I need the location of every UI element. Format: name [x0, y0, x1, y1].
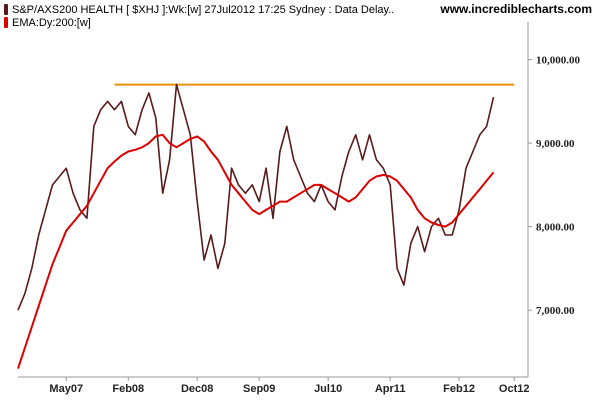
ema-swatch-icon [4, 17, 8, 28]
price-line [17, 83, 495, 311]
y-tick-label: 10,000.00 [536, 55, 581, 67]
x-tick-label: Dec08 [181, 383, 213, 395]
y-tick-label: 7,000.00 [536, 305, 575, 317]
price-series-label: S&P/AXS200 HEALTH [ $XHJ ]:Wk:[w] 27Jul2… [12, 3, 395, 16]
y-tick-label: 9,000.00 [536, 138, 575, 150]
x-tick-label: Sep09 [243, 383, 275, 395]
x-tick-label: Oct12 [499, 383, 530, 395]
x-tick-label: May07 [49, 383, 83, 395]
legend-ema: EMA:Dy:200:[w] [4, 16, 394, 29]
x-tick-label: Feb08 [112, 383, 144, 395]
legend-price: S&P/AXS200 HEALTH [ $XHJ ]:Wk:[w] 27Jul2… [4, 3, 394, 16]
x-tick-label: Apr11 [375, 383, 406, 395]
ema-series-label: EMA:Dy:200:[w] [12, 16, 91, 29]
x-tick-label: Jul10 [314, 383, 342, 395]
x-tick-label: Feb12 [443, 383, 475, 395]
price-swatch-icon [4, 4, 8, 15]
legend: S&P/AXS200 HEALTH [ $XHJ ]:Wk:[w] 27Jul2… [4, 3, 394, 29]
brand-link[interactable]: www.incrediblecharts.com [440, 2, 592, 16]
y-tick-label: 8,000.00 [536, 222, 575, 234]
ema-line [17, 133, 495, 369]
